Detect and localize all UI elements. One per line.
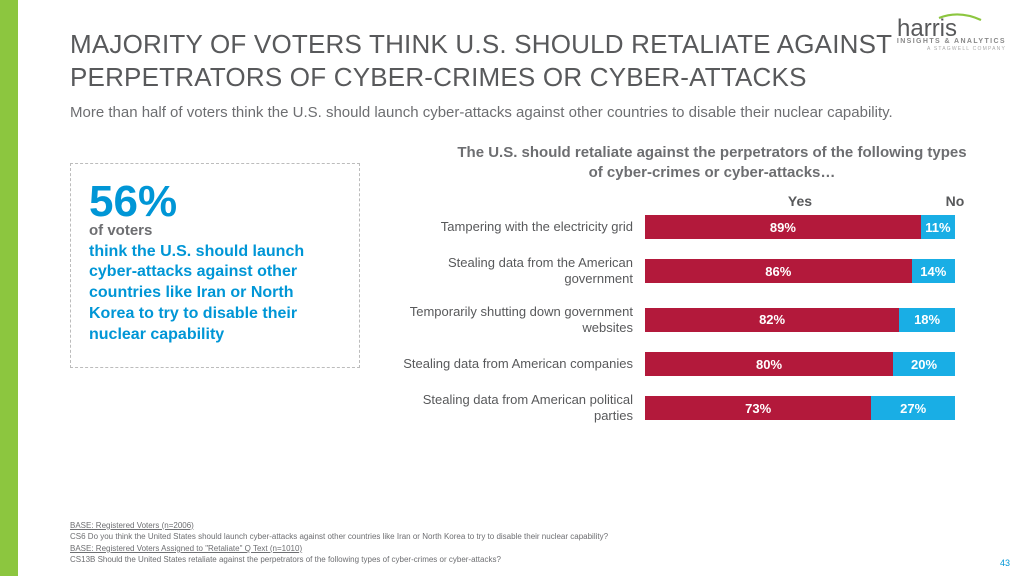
bar-track: 82%18% xyxy=(645,308,955,332)
bar-label: Stealing data from American political pa… xyxy=(390,392,645,425)
bar-segment-no: 20% xyxy=(893,352,955,376)
page-subtitle: More than half of voters think the U.S. … xyxy=(70,103,994,123)
callout-of-voters: of voters xyxy=(89,222,341,239)
page-number: 43 xyxy=(1000,558,1010,568)
bar-segment-yes: 89% xyxy=(645,215,921,239)
bar-segment-yes: 73% xyxy=(645,396,871,420)
bar-track: 89%11% xyxy=(645,215,955,239)
bar-label: Stealing data from American companies xyxy=(390,356,645,372)
main-content: MAJORITY OF VOTERS THINK U.S. SHOULD RET… xyxy=(70,28,994,441)
bar-row: Tampering with the electricity grid89%11… xyxy=(390,215,994,239)
legend-no: No xyxy=(922,193,988,209)
footnote-q2: CS13B Should the United States retaliate… xyxy=(70,554,994,566)
stat-callout: 56% of voters think the U.S. should laun… xyxy=(70,163,360,369)
bar-segment-yes: 80% xyxy=(645,352,893,376)
bar-chart: The U.S. should retaliate against the pe… xyxy=(390,143,994,441)
accent-bar xyxy=(0,0,18,576)
bar-segment-no: 27% xyxy=(871,396,955,420)
bar-label: Temporarily shutting down government web… xyxy=(390,304,645,337)
bar-row: Stealing data from the American governme… xyxy=(390,255,994,288)
bar-track: 73%27% xyxy=(645,396,955,420)
footnote-base2: BASE: Registered Voters Assigned to "Ret… xyxy=(70,543,994,555)
bar-segment-no: 11% xyxy=(921,215,955,239)
bar-row: Stealing data from American companies80%… xyxy=(390,352,994,376)
bar-segment-yes: 86% xyxy=(645,259,912,283)
bar-label: Stealing data from the American governme… xyxy=(390,255,645,288)
callout-body: think the U.S. should launch cyber-attac… xyxy=(89,242,341,346)
footnotes: BASE: Registered Voters (n=2006) CS6 Do … xyxy=(70,520,994,566)
bar-label: Tampering with the electricity grid xyxy=(390,219,645,235)
chart-title: The U.S. should retaliate against the pe… xyxy=(390,143,994,194)
footnote-q1: CS6 Do you think the United States shoul… xyxy=(70,531,994,543)
chart-legend: Yes No xyxy=(390,193,994,209)
bar-rows-container: Tampering with the electricity grid89%11… xyxy=(390,215,994,425)
bar-track: 80%20% xyxy=(645,352,955,376)
bar-segment-yes: 82% xyxy=(645,308,899,332)
bar-segment-no: 18% xyxy=(899,308,955,332)
bar-track: 86%14% xyxy=(645,259,955,283)
callout-percentage: 56% xyxy=(89,180,341,224)
page-title: MAJORITY OF VOTERS THINK U.S. SHOULD RET… xyxy=(70,28,994,93)
bar-row: Stealing data from American political pa… xyxy=(390,392,994,425)
bar-row: Temporarily shutting down government web… xyxy=(390,304,994,337)
bar-segment-no: 14% xyxy=(912,259,955,283)
footnote-base1: BASE: Registered Voters (n=2006) xyxy=(70,520,994,532)
legend-yes: Yes xyxy=(678,193,922,209)
